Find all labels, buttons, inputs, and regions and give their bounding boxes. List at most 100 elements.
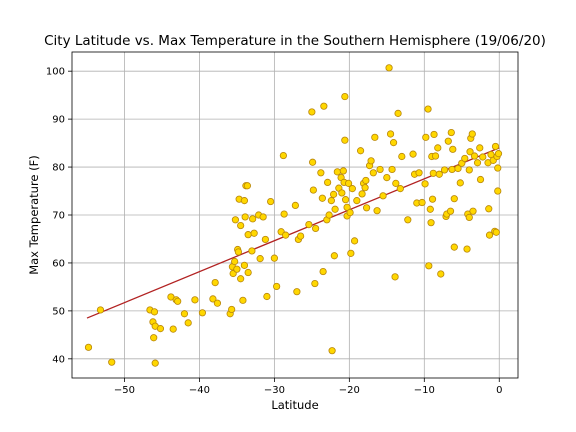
data-point xyxy=(389,139,398,147)
data-point xyxy=(404,216,412,224)
data-point xyxy=(256,255,264,263)
data-point xyxy=(476,175,485,184)
data-point xyxy=(241,213,249,221)
y-tick-label: 100 xyxy=(46,67,65,78)
data-point xyxy=(347,249,355,257)
data-point xyxy=(263,292,271,301)
data-point xyxy=(312,224,320,233)
data-point xyxy=(293,288,301,296)
data-point xyxy=(344,179,353,187)
data-point xyxy=(320,102,328,110)
data-point xyxy=(244,231,252,239)
x-axis-label: Latitude xyxy=(271,398,318,412)
data-point xyxy=(476,144,484,152)
data-point xyxy=(184,319,192,327)
data-point xyxy=(465,213,473,221)
data-point xyxy=(339,167,347,175)
data-point xyxy=(427,219,435,227)
y-tick-label: 60 xyxy=(52,258,65,269)
x-axis-ticks: −50 −40 −30 −20 −10 0 xyxy=(114,378,502,396)
data-point xyxy=(244,268,252,277)
data-points xyxy=(84,64,503,367)
x-tick-label: −40 xyxy=(189,385,210,396)
data-point xyxy=(376,165,384,174)
data-point xyxy=(435,170,443,178)
data-point xyxy=(373,207,381,215)
data-point xyxy=(319,267,327,276)
data-point xyxy=(350,237,359,245)
data-point xyxy=(341,196,350,204)
data-point xyxy=(448,165,456,174)
data-point xyxy=(479,153,487,161)
data-point xyxy=(461,154,469,163)
data-point xyxy=(383,174,391,182)
data-point xyxy=(327,197,335,205)
data-point xyxy=(318,194,326,202)
data-point xyxy=(231,257,239,266)
data-point xyxy=(282,231,290,239)
data-point xyxy=(440,166,449,174)
data-point xyxy=(331,205,339,213)
data-point xyxy=(198,309,207,317)
regression-line-layer xyxy=(86,147,500,319)
data-point xyxy=(367,157,375,165)
data-point xyxy=(333,168,341,176)
data-point xyxy=(279,151,287,160)
y-tick-label: 70 xyxy=(52,211,65,222)
data-point xyxy=(343,203,351,211)
data-point xyxy=(150,308,159,316)
y-axis-label: Max Temperature (F) xyxy=(27,155,41,275)
data-point xyxy=(470,152,479,160)
data-point xyxy=(388,165,396,174)
data-point xyxy=(430,130,438,139)
data-point xyxy=(450,243,458,251)
data-point xyxy=(180,310,189,318)
data-point xyxy=(396,185,404,193)
data-point xyxy=(259,213,267,221)
data-point xyxy=(213,299,222,307)
data-point xyxy=(239,296,247,304)
data-point xyxy=(379,192,387,200)
data-point xyxy=(446,207,455,215)
data-point xyxy=(434,144,442,152)
data-point xyxy=(449,145,457,153)
data-point xyxy=(341,92,349,101)
data-point xyxy=(425,262,433,270)
data-point xyxy=(428,195,437,203)
data-point xyxy=(150,334,158,342)
data-point xyxy=(169,325,177,333)
data-point xyxy=(418,198,426,207)
data-point xyxy=(466,148,474,156)
data-point xyxy=(494,164,502,172)
data-point xyxy=(447,128,455,137)
data-point xyxy=(346,209,354,217)
data-point xyxy=(392,179,400,187)
x-tick-label: −50 xyxy=(114,385,135,396)
data-point xyxy=(309,186,317,194)
data-point xyxy=(156,325,165,333)
data-point xyxy=(371,133,379,141)
data-point xyxy=(233,265,241,273)
data-point xyxy=(84,343,93,351)
y-tick-label: 40 xyxy=(52,354,65,365)
data-point xyxy=(191,296,199,304)
data-point xyxy=(491,142,500,151)
data-point xyxy=(473,159,482,167)
data-point xyxy=(270,254,278,262)
data-point xyxy=(394,109,402,117)
data-point xyxy=(108,358,116,366)
data-point xyxy=(398,152,406,161)
data-point xyxy=(494,187,502,195)
data-point xyxy=(325,211,333,219)
y-axis-ticks: 40 50 60 70 80 90 100 xyxy=(46,67,72,365)
data-point xyxy=(243,182,252,190)
data-point xyxy=(348,185,356,193)
data-point xyxy=(317,169,325,177)
data-point xyxy=(385,64,393,72)
x-tick-label: −10 xyxy=(414,385,435,396)
data-point xyxy=(237,275,245,283)
data-point xyxy=(494,150,503,158)
data-point xyxy=(291,201,299,210)
data-point xyxy=(426,205,434,213)
